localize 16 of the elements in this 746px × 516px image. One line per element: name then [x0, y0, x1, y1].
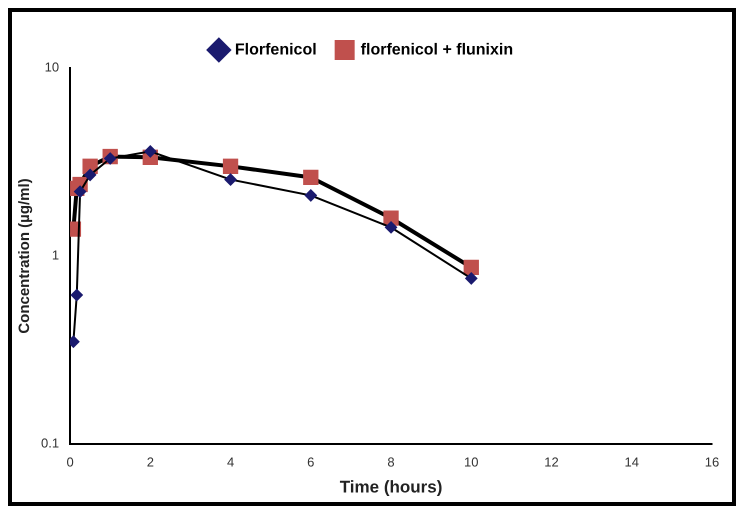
legend-label: florfenicol + flunixin: [360, 41, 514, 58]
x-tick-label: 4: [226, 454, 234, 470]
x-tick-label: 14: [624, 454, 639, 470]
x-tick-label: 10: [464, 454, 479, 470]
x-tick-label: 0: [66, 454, 74, 470]
x-tick-label: 6: [307, 454, 314, 470]
x-tick-label: 2: [146, 454, 154, 470]
x-tick-label: 12: [544, 454, 559, 470]
x-tick-label: 16: [704, 454, 720, 470]
y-tick-label: 0.1: [40, 436, 60, 451]
y-tick-label: 1: [52, 248, 60, 263]
y-tick-label: 10: [44, 60, 60, 75]
x-tick-label: 8: [387, 454, 395, 470]
x-axis-title: Time (hours): [340, 477, 442, 496]
legend-label: Florfenicol: [234, 41, 317, 58]
y-axis-title: Concentration (µg/ml): [16, 178, 34, 334]
